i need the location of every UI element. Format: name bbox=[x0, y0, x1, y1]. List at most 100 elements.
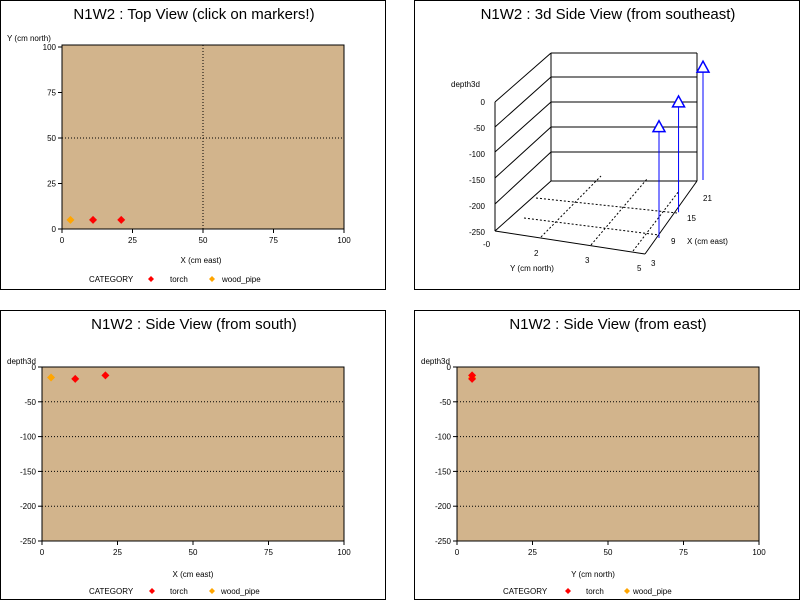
chart-title: N1W2 : Side View (from south) bbox=[91, 316, 297, 333]
y-tick-label: 0 bbox=[32, 363, 37, 372]
x-tick-label: 50 bbox=[189, 548, 198, 557]
x-tick-label: 50 bbox=[604, 548, 613, 557]
x-ticks: 3 9 15 21 bbox=[651, 194, 712, 268]
marker-3d[interactable] bbox=[671, 94, 686, 108]
chart-title: N1W2 : Side View (from east) bbox=[509, 316, 706, 333]
y-tick-label: 2 bbox=[534, 249, 539, 258]
x-tick-label: 75 bbox=[679, 548, 688, 557]
y-tick-label: -200 bbox=[435, 502, 452, 511]
y-tick-label: 100 bbox=[43, 43, 57, 52]
south-view-panel: N1W2 : Side View (from south) depth3d X … bbox=[0, 310, 386, 600]
legend-label-torch: torch bbox=[170, 275, 188, 284]
y-axis-label: depth3d bbox=[421, 357, 450, 366]
y-tick-label: 0 bbox=[52, 225, 57, 234]
legend-label-wood-pipe: wood_pipe bbox=[221, 275, 261, 284]
legend-marker-torch bbox=[565, 588, 571, 594]
y-tick-label: -50 bbox=[24, 398, 36, 407]
y-tick-label: -150 bbox=[20, 467, 37, 476]
z-tick-label: -200 bbox=[469, 202, 486, 211]
x-tick-label: 9 bbox=[671, 237, 676, 246]
y-axis-label: Y (cm north) bbox=[510, 264, 554, 273]
z-tick-label: -50 bbox=[473, 124, 485, 133]
y-tick-label: 3 bbox=[585, 256, 590, 265]
marker-torch[interactable] bbox=[468, 371, 477, 380]
z-tick-label: -150 bbox=[469, 176, 486, 185]
legend-title: CATEGORY bbox=[503, 587, 548, 596]
legend-label-wood-pipe: wood_pipe bbox=[632, 587, 672, 596]
top-view-panel: N1W2 : Top View (click on markers!) Y (c… bbox=[0, 0, 386, 290]
legend-label-wood-pipe: wood_pipe bbox=[220, 587, 260, 596]
x-tick-label: 75 bbox=[264, 548, 273, 557]
back-wall bbox=[550, 52, 698, 182]
x-tick-label: 3 bbox=[651, 259, 656, 268]
east-view-panel: N1W2 : Side View (from east) depth3d Y (… bbox=[414, 310, 800, 600]
y-tick-label: -250 bbox=[435, 537, 452, 546]
x-axis-label: X (cm east) bbox=[173, 570, 214, 579]
marker-torch[interactable] bbox=[89, 215, 98, 224]
legend-marker-wood-pipe bbox=[209, 276, 215, 282]
z-tick-label: -100 bbox=[469, 150, 486, 159]
y-tick-label: -50 bbox=[439, 398, 451, 407]
floor bbox=[494, 175, 698, 255]
x-tick-label: 75 bbox=[269, 236, 278, 245]
plot-area bbox=[41, 366, 345, 542]
x-tick-label: 25 bbox=[528, 548, 537, 557]
x-tick-label: 21 bbox=[703, 194, 712, 203]
marker-torch[interactable] bbox=[101, 371, 110, 380]
x-tick-label: 50 bbox=[199, 236, 208, 245]
legend-marker-wood-pipe bbox=[624, 588, 630, 594]
x-axis-label: X (cm east) bbox=[687, 237, 728, 246]
y-tick-label: 50 bbox=[47, 134, 56, 143]
y-tick-label: -100 bbox=[435, 433, 452, 442]
x-tick-label: 15 bbox=[687, 214, 696, 223]
top-view-chart: N1W2 : Top View (click on markers!) Y (c… bbox=[7, 6, 351, 284]
y-tick-label: 75 bbox=[47, 89, 56, 98]
z-ticks: 0 -50 -100 -150 -200 -250 bbox=[469, 98, 486, 237]
legend-marker-torch bbox=[148, 276, 154, 282]
x-tick-label: 0 bbox=[60, 236, 65, 245]
legend-marker-torch bbox=[149, 588, 155, 594]
side3d-panel: N1W2 : 3d Side View (from southeast) dep… bbox=[414, 0, 800, 290]
z-axis-label: depth3d bbox=[451, 80, 480, 89]
marker-wood_pipe[interactable] bbox=[66, 215, 75, 224]
legend-label-torch: torch bbox=[586, 587, 604, 596]
x-tick-label: 0 bbox=[455, 548, 460, 557]
marker-torch[interactable] bbox=[71, 374, 80, 383]
side3d-chart: N1W2 : 3d Side View (from southeast) dep… bbox=[451, 6, 736, 273]
marker-3d[interactable] bbox=[695, 59, 711, 73]
x-tick-label: 0 bbox=[40, 548, 45, 557]
y-tick-label: -100 bbox=[20, 433, 37, 442]
legend: CATEGORY torch wood_pipe bbox=[89, 587, 260, 596]
x-tick-label: 25 bbox=[128, 236, 137, 245]
marker-3d[interactable] bbox=[651, 119, 667, 133]
y-ticks: -0 2 3 5 bbox=[483, 240, 642, 273]
x-axis-label: X (cm east) bbox=[181, 256, 222, 265]
plot-area bbox=[456, 366, 760, 542]
y-tick-label: -0 bbox=[483, 240, 491, 249]
z-tick-label: -250 bbox=[469, 228, 486, 237]
east-view-chart: N1W2 : Side View (from east) depth3d Y (… bbox=[421, 316, 766, 596]
left-wall bbox=[494, 52, 552, 232]
marker-wood_pipe[interactable] bbox=[47, 373, 56, 382]
y-tick-label: 0 bbox=[447, 363, 452, 372]
y-axis-label: depth3d bbox=[7, 357, 36, 366]
legend-title: CATEGORY bbox=[89, 275, 134, 284]
legend: CATEGORY torch wood_pipe bbox=[503, 587, 672, 596]
x-tick-label: 100 bbox=[752, 548, 766, 557]
legend: CATEGORY torch wood_pipe bbox=[89, 275, 261, 284]
chart-title: N1W2 : 3d Side View (from southeast) bbox=[481, 6, 736, 23]
south-view-chart: N1W2 : Side View (from south) depth3d X … bbox=[7, 316, 351, 596]
y-tick-label: 5 bbox=[637, 264, 642, 273]
marker-torch[interactable] bbox=[117, 215, 126, 224]
legend-label-torch: torch bbox=[170, 587, 188, 596]
legend-marker-wood-pipe bbox=[209, 588, 215, 594]
x-tick-label: 100 bbox=[337, 548, 351, 557]
z-tick-label: 0 bbox=[481, 98, 486, 107]
y-axis-label: Y (cm north) bbox=[7, 34, 51, 43]
y-tick-label: -150 bbox=[435, 467, 452, 476]
y-tick-label: -200 bbox=[20, 502, 37, 511]
x-tick-label: 25 bbox=[113, 548, 122, 557]
y-tick-label: -250 bbox=[20, 537, 37, 546]
y-tick-label: 25 bbox=[47, 180, 56, 189]
x-tick-label: 100 bbox=[337, 236, 351, 245]
